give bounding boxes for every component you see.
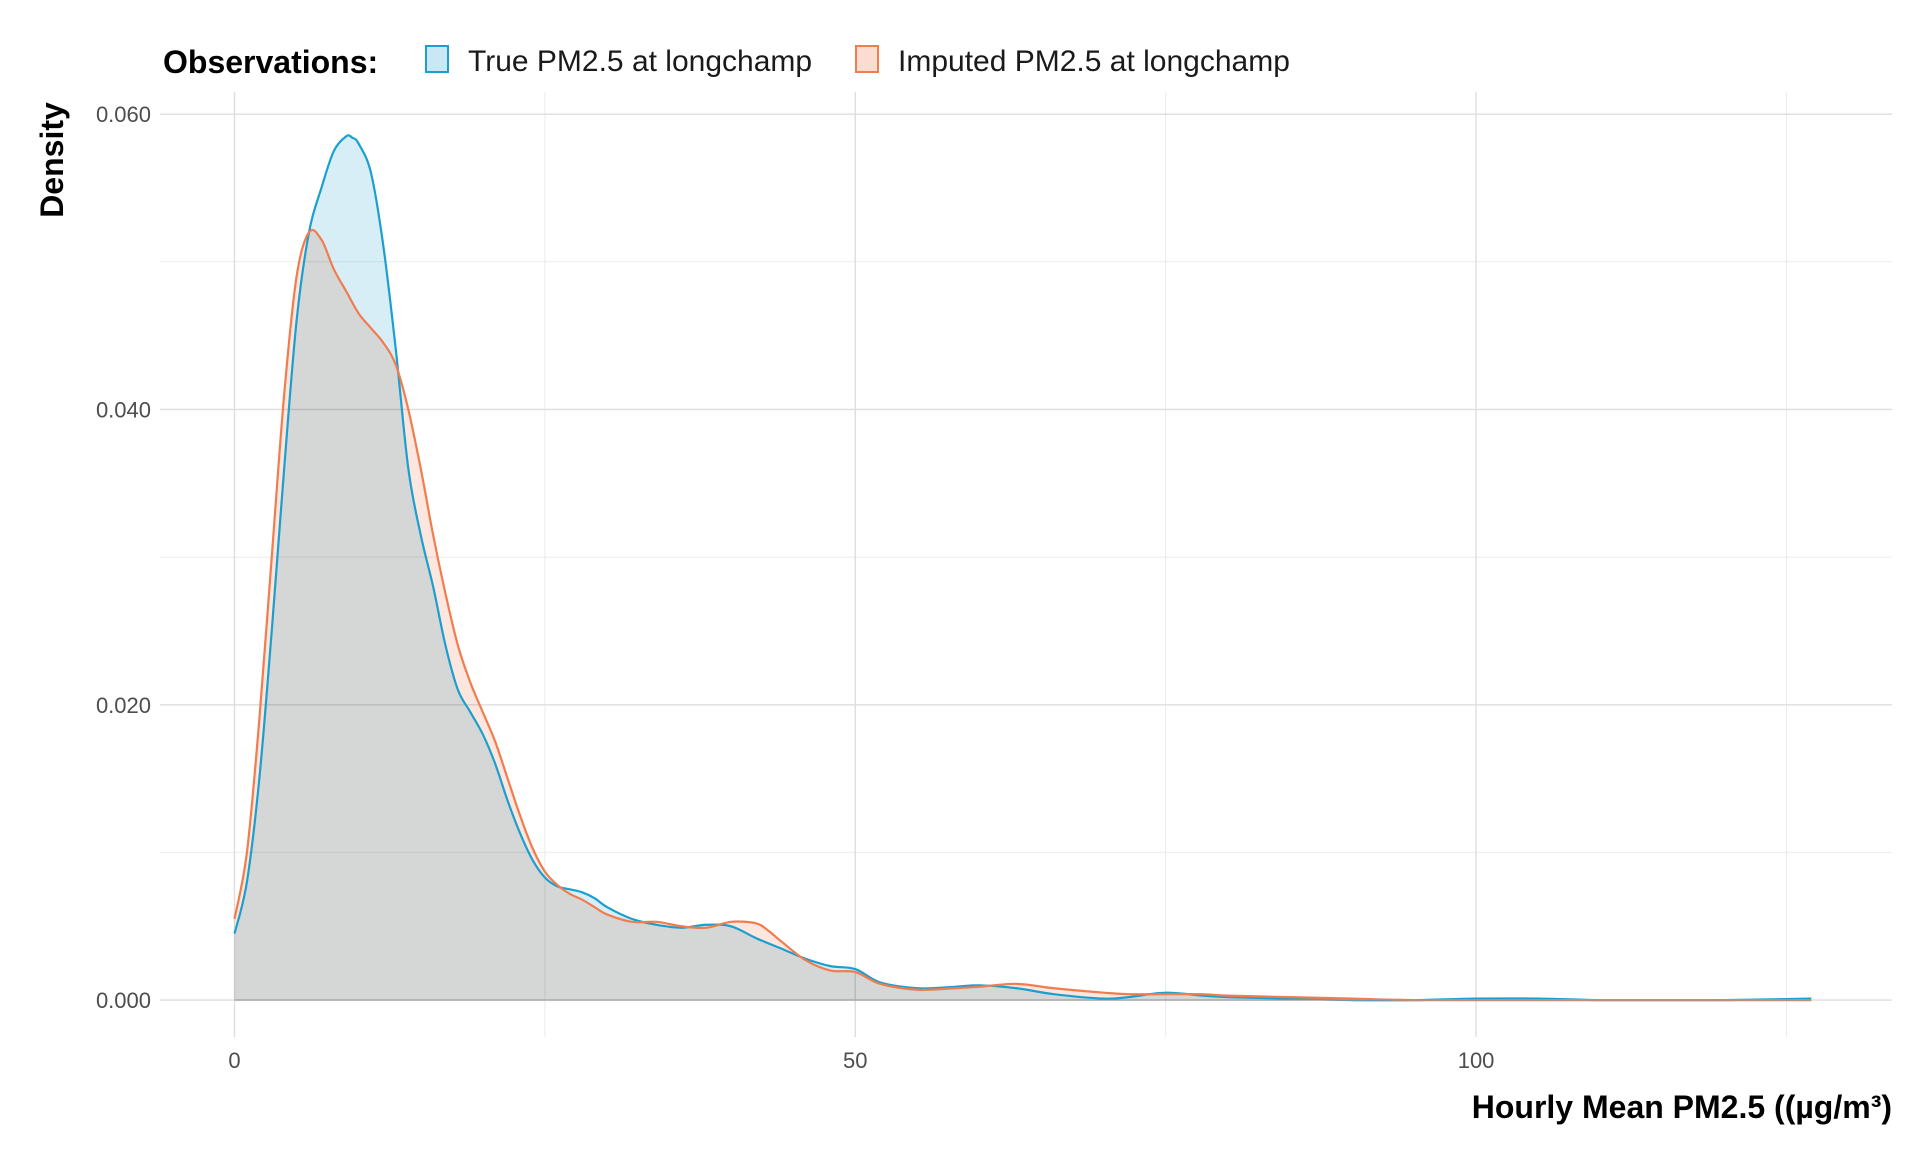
legend-title: Observations: <box>163 44 378 80</box>
density-lines <box>233 134 1812 1002</box>
y-tick-label-2: 0.040 <box>96 397 151 422</box>
y-axis-title: Density <box>34 102 70 218</box>
legend-key-imputed <box>855 45 879 73</box>
legend-key-true <box>425 45 449 73</box>
density-areas <box>234 135 1812 1001</box>
line-series-1 <box>233 228 1812 1002</box>
x-tick-label-2: 100 <box>1458 1048 1495 1073</box>
legend-label-imputed: Imputed PM2.5 at longchamp <box>898 45 1290 78</box>
legend-label-true: True PM2.5 at longchamp <box>468 45 812 78</box>
x-axis-title: Hourly Mean PM2.5 ((µg/m³) <box>1472 1089 1892 1125</box>
x-tick-labels: 0 50 100 <box>228 1048 1494 1073</box>
area-series-1 <box>234 229 1812 1001</box>
legend: Observations: True PM2.5 at longchamp Im… <box>163 44 1290 80</box>
y-tick-label-0: 0.000 <box>96 988 151 1013</box>
y-tick-labels: 0.000 0.020 0.040 0.060 <box>96 102 151 1013</box>
x-tick-label-1: 50 <box>843 1048 867 1073</box>
x-tick-label-0: 0 <box>228 1048 240 1073</box>
y-tick-label-1: 0.020 <box>96 693 151 718</box>
y-tick-label-3: 0.060 <box>96 102 151 127</box>
